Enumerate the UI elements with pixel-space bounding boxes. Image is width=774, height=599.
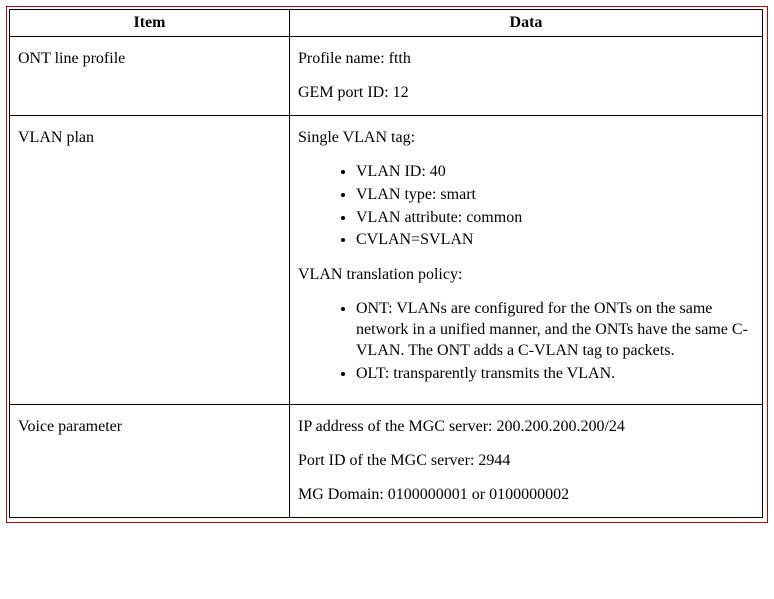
table-row: ONT line profile Profile name: ftth GEM … <box>10 37 763 116</box>
single-vlan-tag-label: Single VLAN tag: <box>298 128 754 148</box>
header-data: Data <box>290 10 763 37</box>
list-item: ONT: VLANs are configured for the ONTs o… <box>356 299 754 361</box>
mgc-ip-line: IP address of the MGC server: 200.200.20… <box>298 417 754 437</box>
item-cell-ont-line-profile: ONT line profile <box>10 37 290 116</box>
item-label: ONT line profile <box>18 49 281 69</box>
item-cell-vlan-plan: VLAN plan <box>10 116 290 405</box>
item-cell-voice-parameter: Voice parameter <box>10 405 290 518</box>
list-item: VLAN ID: 40 <box>356 162 754 183</box>
mg-domain-line: MG Domain: 0100000001 or 0100000002 <box>298 485 754 505</box>
list-item: VLAN attribute: common <box>356 208 754 229</box>
gem-port-id-line: GEM port ID: 12 <box>298 83 754 103</box>
vlan-translation-policy-label: VLAN translation policy: <box>298 265 754 285</box>
document-frame: Item Data ONT line profile Profile name:… <box>6 6 768 523</box>
list-item: OLT: transparently transmits the VLAN. <box>356 364 754 385</box>
list-item: VLAN type: smart <box>356 185 754 206</box>
table-row: Voice parameter IP address of the MGC se… <box>10 405 763 518</box>
data-cell-vlan-plan: Single VLAN tag: VLAN ID: 40 VLAN type: … <box>290 116 763 405</box>
data-cell-voice-parameter: IP address of the MGC server: 200.200.20… <box>290 405 763 518</box>
mgc-port-line: Port ID of the MGC server: 2944 <box>298 451 754 471</box>
single-vlan-tag-list: VLAN ID: 40 VLAN type: smart VLAN attrib… <box>298 162 754 251</box>
table-header-row: Item Data <box>10 10 763 37</box>
data-cell-ont-line-profile: Profile name: ftth GEM port ID: 12 <box>290 37 763 116</box>
list-item: CVLAN=SVLAN <box>356 230 754 251</box>
header-item: Item <box>10 10 290 37</box>
item-label: Voice parameter <box>18 417 281 437</box>
item-label: VLAN plan <box>18 128 281 148</box>
vlan-translation-policy-list: ONT: VLANs are configured for the ONTs o… <box>298 299 754 384</box>
profile-name-line: Profile name: ftth <box>298 49 754 69</box>
table-row: VLAN plan Single VLAN tag: VLAN ID: 40 V… <box>10 116 763 405</box>
config-table: Item Data ONT line profile Profile name:… <box>9 9 763 518</box>
